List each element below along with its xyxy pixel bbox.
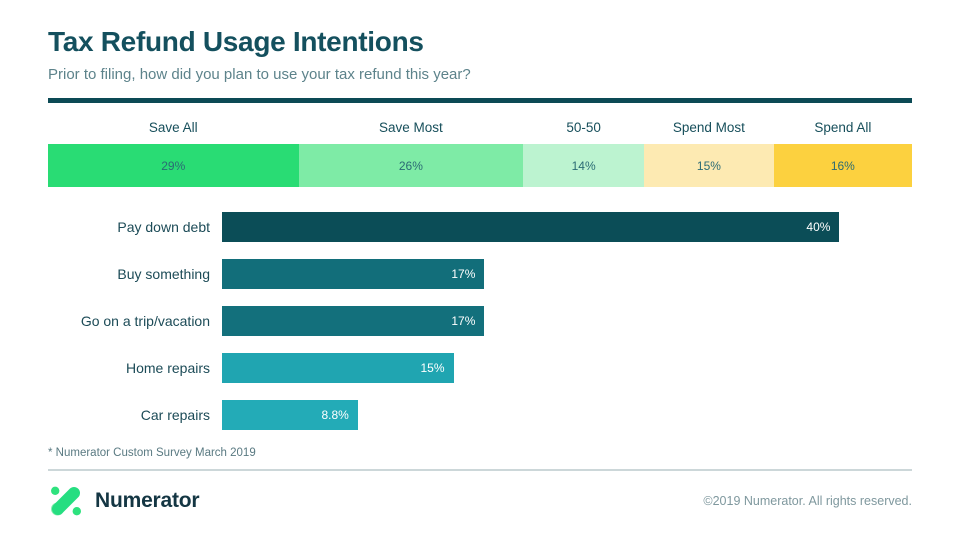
bar-go-on-a-trip-vacation: 17%	[222, 306, 485, 336]
bar-track: 8.8%	[222, 400, 912, 430]
bar-pay-down-debt: 40%	[222, 212, 840, 242]
bar-buy-something: 17%	[222, 259, 485, 289]
numerator-brand: Numerator	[48, 483, 200, 519]
bar-row-go-on-a-trip-vacation: Go on a trip/vacation 17%	[48, 306, 912, 336]
copyright-text: ©2019 Numerator. All rights reserved.	[703, 494, 912, 508]
segment-label-50-50: 50-50	[566, 120, 601, 135]
top-rule-divider	[48, 98, 912, 103]
stacked-bar-category-labels: Save All Save Most 50-50 Spend Most Spend Al…	[48, 120, 912, 135]
bar-row-home-repairs: Home repairs 15%	[48, 353, 912, 383]
page-title: Tax Refund Usage Intentions	[48, 26, 424, 57]
footer: Numerator ©2019 Numerator. All rights re…	[48, 483, 912, 519]
bar-home-repairs: 15%	[222, 353, 454, 383]
bar-track: 17%	[222, 306, 912, 336]
segment-save-most: 26%	[298, 144, 524, 187]
bar-category-label: Go on a trip/vacation	[80, 313, 210, 329]
segment-label-save-most: Save Most	[378, 120, 443, 135]
bar-category-label: Pay down debt	[117, 219, 210, 235]
footnote: * Numerator Custom Survey March 2019	[48, 447, 256, 459]
brand-wordmark: Numerator	[95, 489, 200, 512]
bottom-divider	[48, 469, 912, 471]
bar-row-car-repairs: Car repairs 8.8%	[48, 400, 912, 430]
bar-row-buy-something: Buy something 17%	[48, 259, 912, 289]
bar-track: 40%	[222, 212, 912, 242]
numerator-logo-icon	[51, 486, 81, 516]
bar-category-label: Home repairs	[125, 360, 210, 376]
bar-track: 17%	[222, 259, 912, 289]
segment-save-all: 29%	[48, 144, 299, 187]
bar-track: 15%	[222, 353, 912, 383]
segment-label-spend-all: Spend All	[814, 120, 872, 135]
bar-category-label: Buy something	[117, 266, 210, 282]
segment-spend-all: 16%	[773, 144, 912, 187]
bar-car-repairs: 8.8%	[222, 400, 358, 430]
bar-category-label: Car repairs	[140, 407, 210, 423]
page-subtitle: Prior to filing, how did you plan to use…	[48, 66, 471, 83]
segment-50-50: 14%	[523, 144, 645, 187]
horizontal-bar-chart: Pay down debt 40% Buy something 17% Go on a …	[48, 212, 912, 430]
segment-spend-most: 15%	[644, 144, 774, 187]
segment-label-spend-most: Spend Most	[672, 120, 745, 135]
stacked-bar-chart: 29% 26% 14% 15% 16%	[48, 144, 912, 187]
segment-label-save-all: Save All	[148, 120, 198, 135]
bar-row-pay-down-debt: Pay down debt 40%	[48, 212, 912, 242]
